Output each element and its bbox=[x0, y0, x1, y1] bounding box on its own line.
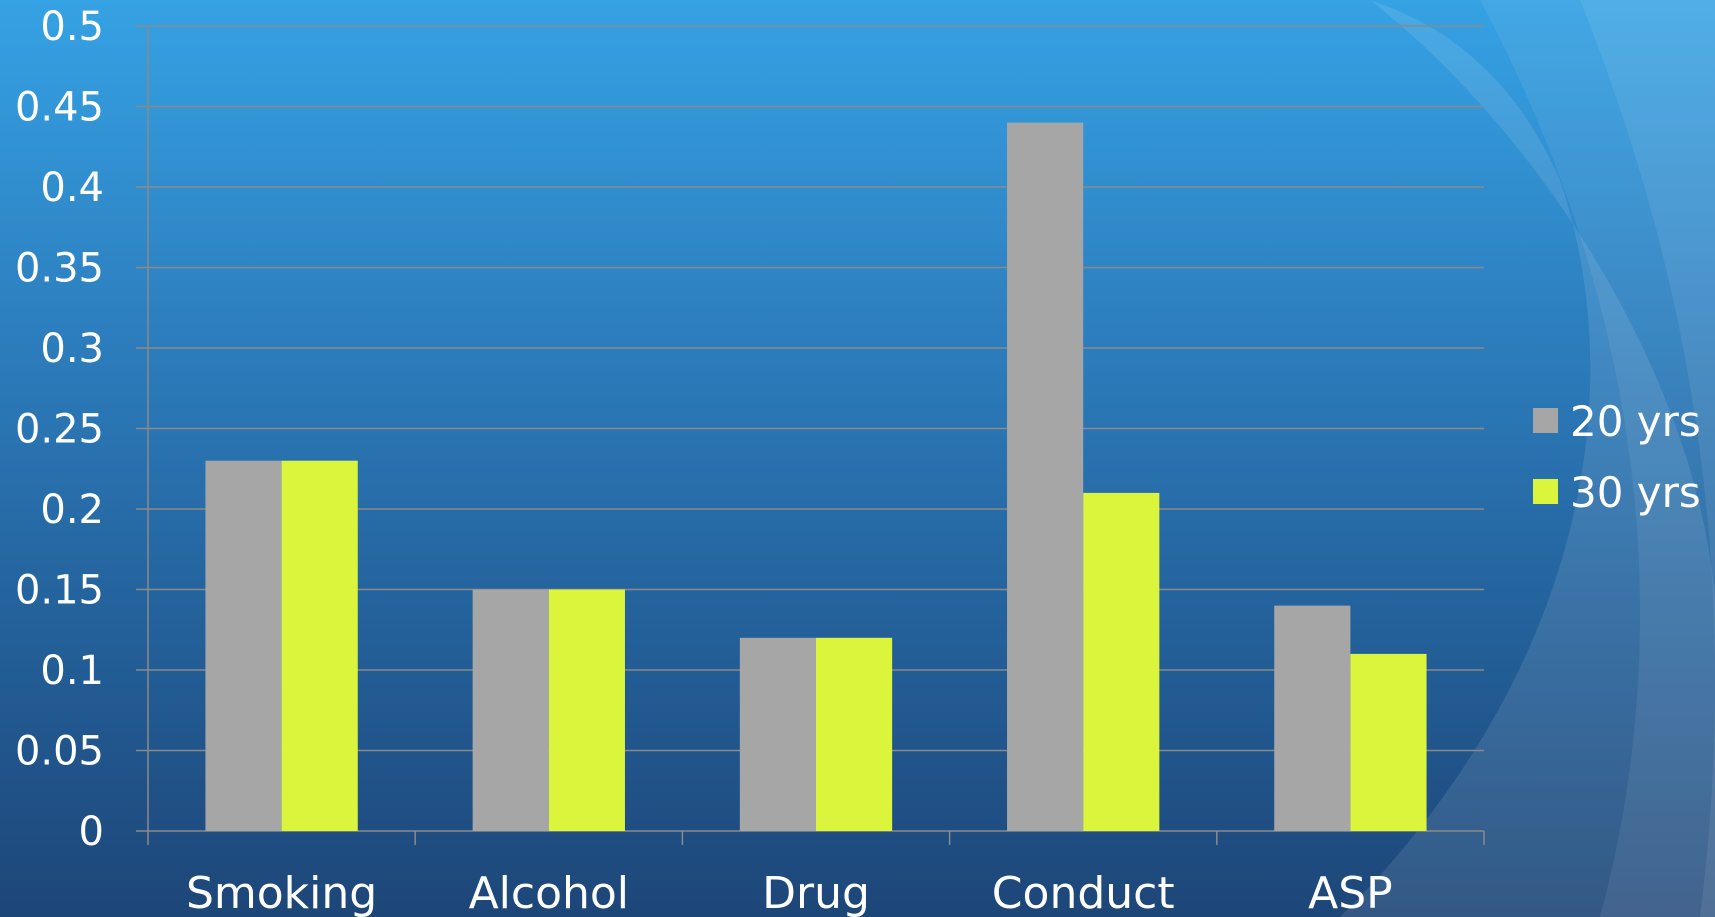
x-category-label: Drug bbox=[762, 868, 870, 917]
x-category-label: Smoking bbox=[186, 868, 377, 917]
y-tick-label: 0.15 bbox=[15, 568, 104, 614]
bars bbox=[205, 122, 1427, 832]
legend-swatch bbox=[1533, 479, 1558, 504]
y-tick-label: 0.25 bbox=[15, 407, 104, 453]
y-tick-label: 0.35 bbox=[15, 246, 104, 292]
bar-asp-20-yrs bbox=[1274, 605, 1351, 831]
x-category-label: Alcohol bbox=[469, 868, 629, 917]
legend-label: 30 yrs bbox=[1570, 468, 1701, 517]
bar-asp-30-yrs bbox=[1350, 653, 1427, 831]
bar-alcohol-30-yrs bbox=[548, 589, 625, 831]
y-tick-label: 0.45 bbox=[15, 85, 104, 131]
legend-label: 20 yrs bbox=[1570, 397, 1701, 446]
y-tick-label: 0.3 bbox=[40, 326, 104, 372]
bar-drug-30-yrs bbox=[816, 637, 893, 831]
bar-smoking-30-yrs bbox=[281, 460, 358, 831]
x-axis-category-labels: Smoking Alcohol Drug Conduct ASP bbox=[186, 868, 1393, 917]
x-category-label: ASP bbox=[1308, 868, 1393, 917]
y-tick-label: 0.1 bbox=[40, 648, 104, 694]
y-tick-label: 0.5 bbox=[40, 4, 104, 50]
y-tick-label: 0.2 bbox=[40, 487, 104, 533]
y-tick-label: 0.4 bbox=[40, 165, 104, 211]
x-category-label: Conduct bbox=[992, 868, 1175, 917]
legend: 20 yrs 30 yrs bbox=[1533, 397, 1701, 517]
bar-conduct-20-yrs bbox=[1007, 122, 1084, 832]
y-tick-label: 0 bbox=[79, 809, 104, 855]
bar-conduct-30-yrs bbox=[1083, 492, 1160, 831]
grid-lines bbox=[148, 25, 1484, 752]
bar-alcohol-20-yrs bbox=[472, 589, 549, 831]
y-axis-tick-labels: 0 0.05 0.1 0.15 0.2 0.25 0.3 0.35 0.4 0.45 0.5 bbox=[15, 4, 104, 855]
legend-swatch bbox=[1533, 408, 1558, 433]
bar-smoking-20-yrs bbox=[205, 460, 282, 831]
bar-drug-20-yrs bbox=[739, 637, 816, 831]
y-tick-label: 0.05 bbox=[15, 729, 104, 775]
